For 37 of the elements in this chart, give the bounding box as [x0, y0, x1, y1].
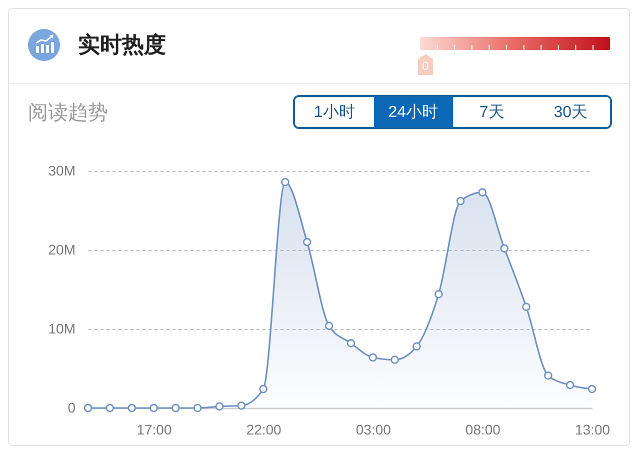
x-tick-label: 08:00: [465, 422, 501, 438]
text: 0: [421, 58, 430, 74]
point: [259, 384, 268, 394]
point: [368, 353, 378, 362]
point: [478, 188, 487, 196]
time-range-button: 24小时: [374, 97, 452, 127]
y-tick-label: 30M: [48, 162, 76, 178]
point: [500, 244, 509, 253]
point: [456, 196, 465, 206]
point: [566, 380, 574, 390]
y-tick-label: 10M: [48, 320, 76, 336]
point: [390, 356, 399, 364]
point: [544, 371, 552, 380]
point: [434, 290, 443, 298]
x-tick-label: 13:00: [574, 422, 610, 438]
x-tick-label: 22:00: [246, 422, 282, 438]
point: [588, 384, 596, 394]
point: [215, 402, 224, 411]
point: [171, 404, 180, 412]
y-tick-label: 0: [68, 400, 76, 416]
point: [128, 404, 136, 412]
point: [522, 302, 530, 312]
point: [106, 404, 114, 412]
point: [150, 404, 158, 412]
point: [237, 401, 246, 410]
point: [281, 178, 290, 186]
point: [193, 404, 202, 412]
point: [412, 342, 421, 351]
point: [302, 238, 312, 246]
text: 实时热度: [78, 31, 166, 59]
chart-title: 阅读趋势: [28, 101, 108, 126]
y-tick-label: 20M: [48, 242, 76, 258]
x-tick-label: 17:00: [136, 422, 172, 438]
x-tick-label: 03:00: [356, 422, 392, 438]
point: [324, 322, 334, 330]
point: [84, 404, 92, 412]
point: [346, 339, 356, 348]
